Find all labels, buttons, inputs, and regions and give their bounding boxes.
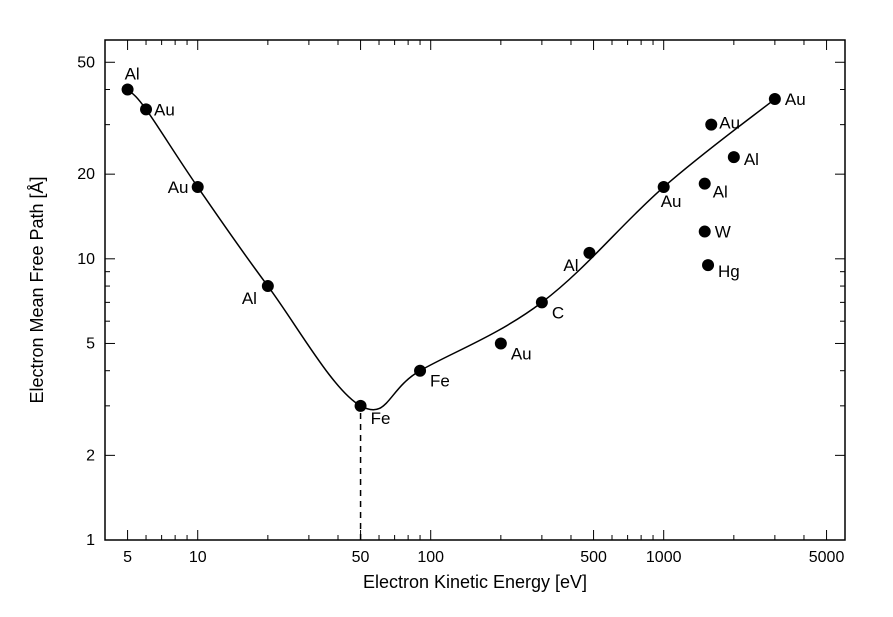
y-axis-label: Electron Mean Free Path [Å] [27, 176, 47, 403]
data-point [140, 103, 152, 115]
data-point [355, 400, 367, 412]
data-point [414, 365, 426, 377]
point-label: Fe [371, 409, 391, 428]
data-point [536, 296, 548, 308]
ytick-label: 10 [77, 251, 95, 268]
ytick-label: 20 [77, 166, 95, 183]
data-point [702, 259, 714, 271]
point-label: Fe [430, 372, 450, 391]
point-label: Al [713, 183, 728, 202]
xtick-label: 1000 [646, 549, 682, 566]
ytick-label: 2 [86, 447, 95, 464]
point-label: Au [661, 192, 682, 211]
point-label: Au [785, 90, 806, 109]
data-point [705, 119, 717, 131]
xtick-label: 500 [580, 549, 607, 566]
data-point [583, 247, 595, 259]
point-label: Al [242, 289, 257, 308]
ytick-label: 50 [77, 54, 95, 71]
data-point [769, 93, 781, 105]
data-point [728, 151, 740, 163]
mfp-chart: 5105010050010005000125102050 AlAuAuAlFeF… [0, 0, 893, 617]
chart-bg [0, 0, 893, 617]
xtick-label: 5000 [809, 549, 845, 566]
data-point [699, 178, 711, 190]
xtick-label: 100 [417, 549, 444, 566]
x-axis-label: Electron Kinetic Energy [eV] [363, 572, 587, 592]
data-point [495, 337, 507, 349]
point-label: W [715, 223, 731, 242]
point-label: C [552, 303, 564, 322]
point-label: Hg [718, 262, 740, 281]
ytick-label: 1 [86, 532, 95, 549]
point-label: Au [719, 114, 740, 133]
xtick-label: 50 [352, 549, 370, 566]
point-label: Al [563, 256, 578, 275]
data-point [122, 84, 134, 96]
ytick-label: 5 [86, 335, 95, 352]
point-label: Au [511, 344, 532, 363]
point-label: Al [125, 65, 140, 84]
xtick-label: 5 [123, 549, 132, 566]
point-label: Au [168, 178, 189, 197]
point-label: Au [154, 100, 175, 119]
point-label: Al [744, 150, 759, 169]
xtick-label: 10 [189, 549, 207, 566]
data-point [262, 280, 274, 292]
data-point [699, 226, 711, 238]
data-point [192, 181, 204, 193]
